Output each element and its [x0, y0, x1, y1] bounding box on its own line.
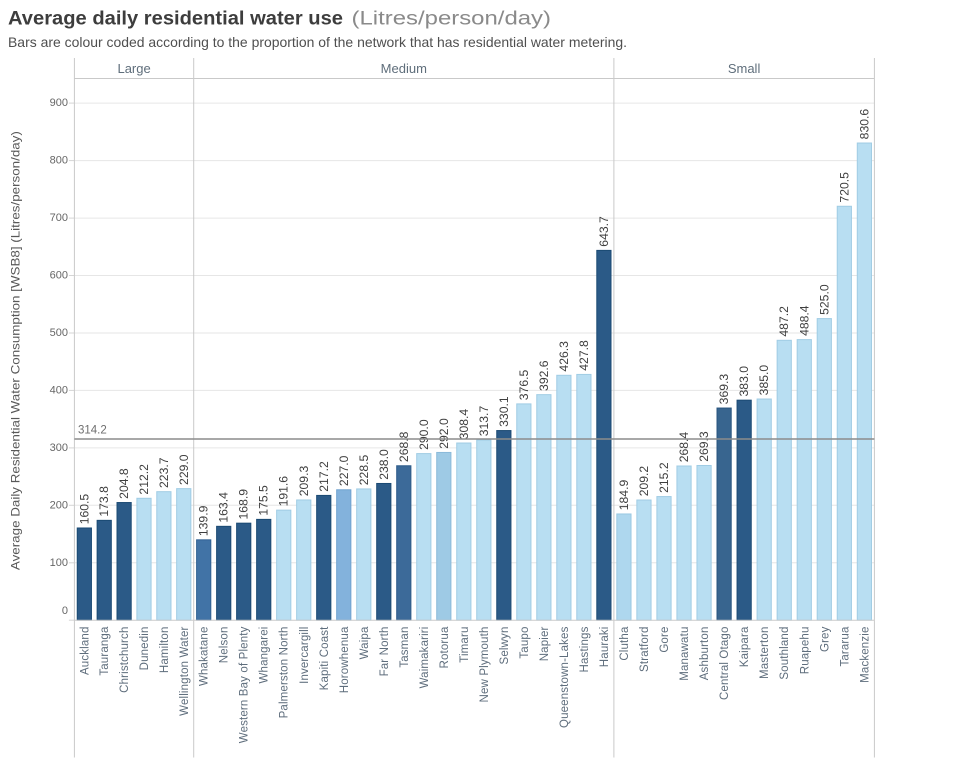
- svg-text:369.3: 369.3: [717, 374, 731, 405]
- svg-text:487.2: 487.2: [777, 306, 791, 337]
- svg-text:212.2: 212.2: [137, 464, 151, 495]
- svg-text:800: 800: [50, 155, 68, 167]
- svg-text:227.0: 227.0: [337, 455, 351, 486]
- svg-text:Nelson: Nelson: [219, 627, 231, 664]
- svg-text:223.7: 223.7: [157, 457, 171, 488]
- svg-text:300: 300: [50, 442, 68, 454]
- svg-text:643.7: 643.7: [597, 216, 611, 247]
- svg-text:Central Otago: Central Otago: [719, 627, 731, 701]
- svg-text:Kaipara: Kaipara: [739, 626, 751, 667]
- svg-text:Masterton: Masterton: [759, 627, 771, 679]
- svg-text:314.2: 314.2: [78, 425, 107, 437]
- svg-text:229.0: 229.0: [177, 454, 191, 485]
- svg-text:830.6: 830.6: [857, 109, 871, 140]
- svg-text:Taupo: Taupo: [519, 627, 531, 659]
- svg-text:Waipa: Waipa: [359, 626, 371, 659]
- svg-text:Medium: Medium: [381, 61, 427, 76]
- svg-text:Palmerston North: Palmerston North: [279, 627, 291, 719]
- svg-text:392.6: 392.6: [537, 360, 551, 391]
- svg-text:Rotorua: Rotorua: [439, 626, 451, 668]
- svg-text:400: 400: [50, 384, 68, 396]
- svg-text:Average daily residential wate: Average daily residential water use: [8, 9, 343, 30]
- svg-text:Hastings: Hastings: [579, 626, 591, 672]
- svg-text:Christchurch: Christchurch: [119, 627, 131, 693]
- svg-text:209.2: 209.2: [637, 466, 651, 497]
- svg-text:268.8: 268.8: [397, 431, 411, 462]
- svg-text:191.6: 191.6: [277, 476, 291, 507]
- svg-text:238.0: 238.0: [377, 449, 391, 480]
- svg-text:525.0: 525.0: [817, 284, 831, 315]
- svg-text:Hauraki: Hauraki: [599, 627, 611, 668]
- svg-text:200: 200: [50, 499, 68, 511]
- svg-text:500: 500: [50, 327, 68, 339]
- svg-text:217.2: 217.2: [317, 461, 331, 492]
- svg-text:Horowhenua: Horowhenua: [339, 626, 351, 693]
- svg-text:Average Daily Residential Wate: Average Daily Residential Water Consumpt…: [9, 131, 23, 570]
- svg-text:139.9: 139.9: [197, 505, 211, 536]
- svg-text:Auckland: Auckland: [79, 627, 91, 676]
- svg-text:Stratford: Stratford: [639, 627, 651, 672]
- svg-text:488.4: 488.4: [797, 305, 811, 336]
- svg-text:184.9: 184.9: [617, 480, 631, 511]
- svg-text:168.9: 168.9: [237, 489, 251, 520]
- svg-text:0: 0: [62, 605, 68, 617]
- svg-text:Queenstown-Lakes: Queenstown-Lakes: [559, 626, 571, 728]
- svg-text:Western Bay of Plenty: Western Bay of Plenty: [239, 626, 251, 743]
- svg-text:Ruapehu: Ruapehu: [799, 627, 811, 675]
- svg-text:228.5: 228.5: [357, 455, 371, 486]
- svg-text:(Litres/person/day): (Litres/person/day): [352, 9, 552, 30]
- svg-text:160.5: 160.5: [77, 494, 91, 525]
- svg-text:Small: Small: [728, 61, 761, 76]
- svg-text:Timaru: Timaru: [459, 627, 471, 663]
- svg-text:383.0: 383.0: [737, 366, 751, 397]
- svg-text:Tararua: Tararua: [839, 626, 851, 666]
- svg-text:Tauranga: Tauranga: [99, 626, 111, 676]
- svg-text:Waimakariri: Waimakariri: [419, 627, 431, 689]
- svg-text:209.3: 209.3: [297, 466, 311, 497]
- svg-text:Bars are colour coded accordin: Bars are colour coded according to the p…: [8, 34, 627, 50]
- svg-text:215.2: 215.2: [657, 462, 671, 493]
- svg-text:Mackenzie: Mackenzie: [859, 627, 871, 683]
- svg-text:Napier: Napier: [539, 626, 551, 661]
- svg-text:163.4: 163.4: [217, 492, 231, 523]
- svg-text:427.8: 427.8: [577, 340, 591, 371]
- svg-text:Far North: Far North: [379, 627, 391, 677]
- svg-text:204.8: 204.8: [117, 468, 131, 499]
- svg-text:308.4: 308.4: [457, 409, 471, 440]
- svg-text:Hamilton: Hamilton: [159, 627, 171, 674]
- svg-text:268.4: 268.4: [677, 432, 691, 463]
- svg-text:Selwyn: Selwyn: [499, 627, 511, 665]
- svg-text:Whangarei: Whangarei: [259, 627, 271, 684]
- svg-text:600: 600: [50, 270, 68, 282]
- svg-text:Large: Large: [117, 61, 150, 76]
- svg-text:Clutha: Clutha: [619, 626, 631, 661]
- svg-text:Manawatu: Manawatu: [679, 627, 691, 681]
- svg-text:700: 700: [50, 212, 68, 224]
- svg-text:Ashburton: Ashburton: [699, 627, 711, 681]
- svg-text:426.3: 426.3: [557, 341, 571, 372]
- svg-text:Gore: Gore: [659, 627, 671, 653]
- svg-text:100: 100: [50, 557, 68, 569]
- svg-text:385.0: 385.0: [757, 365, 771, 396]
- svg-text:720.5: 720.5: [837, 172, 851, 203]
- svg-text:290.0: 290.0: [417, 419, 431, 450]
- svg-text:Dunedin: Dunedin: [139, 627, 151, 671]
- svg-text:Invercargill: Invercargill: [299, 627, 311, 684]
- svg-text:New Plymouth: New Plymouth: [479, 627, 491, 703]
- svg-text:Grey: Grey: [819, 626, 831, 652]
- svg-text:175.5: 175.5: [257, 485, 271, 516]
- svg-text:Whakatane: Whakatane: [199, 627, 211, 687]
- svg-text:313.7: 313.7: [477, 406, 491, 437]
- svg-text:376.5: 376.5: [517, 369, 531, 400]
- svg-text:292.0: 292.0: [437, 418, 451, 449]
- svg-text:Wellington Water: Wellington Water: [179, 626, 191, 715]
- svg-text:Tasman: Tasman: [399, 627, 411, 668]
- svg-text:173.8: 173.8: [97, 486, 111, 517]
- svg-text:269.3: 269.3: [697, 431, 711, 462]
- svg-text:Southland: Southland: [779, 627, 791, 680]
- svg-text:330.1: 330.1: [497, 396, 511, 427]
- svg-text:Kapiti Coast: Kapiti Coast: [319, 626, 331, 690]
- svg-text:900: 900: [50, 97, 68, 109]
